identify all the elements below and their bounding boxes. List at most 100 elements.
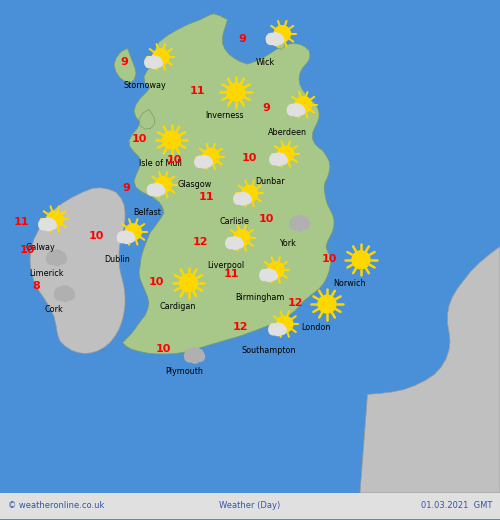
Circle shape [295, 221, 305, 231]
Circle shape [39, 219, 50, 229]
Circle shape [154, 59, 162, 67]
Text: 11: 11 [223, 269, 239, 279]
Circle shape [46, 219, 55, 228]
Circle shape [59, 286, 71, 297]
Circle shape [154, 185, 164, 193]
Text: Belfast: Belfast [134, 208, 162, 217]
Circle shape [54, 252, 66, 262]
Text: Southampton: Southampton [242, 346, 296, 355]
Text: 10: 10 [149, 277, 164, 287]
Circle shape [269, 272, 278, 280]
Circle shape [230, 241, 239, 250]
Circle shape [195, 352, 204, 361]
Circle shape [234, 230, 250, 246]
Text: Glasgow: Glasgow [178, 180, 212, 189]
Circle shape [122, 235, 130, 243]
Circle shape [260, 269, 270, 280]
Circle shape [185, 349, 198, 361]
Circle shape [273, 323, 282, 332]
Circle shape [294, 105, 304, 114]
Circle shape [60, 291, 70, 302]
Text: York: York [279, 239, 296, 248]
Text: 12: 12 [287, 298, 303, 308]
Circle shape [124, 232, 134, 241]
Circle shape [200, 160, 208, 168]
Circle shape [238, 197, 247, 205]
Circle shape [352, 251, 370, 269]
Circle shape [234, 193, 244, 204]
Circle shape [274, 157, 283, 165]
Text: 11: 11 [190, 86, 206, 96]
Circle shape [192, 349, 203, 360]
Circle shape [270, 154, 280, 164]
Text: 10: 10 [166, 155, 182, 165]
Circle shape [267, 270, 276, 279]
Circle shape [278, 326, 286, 334]
Circle shape [242, 186, 258, 202]
Polygon shape [360, 246, 500, 493]
Circle shape [152, 49, 169, 65]
Circle shape [55, 291, 64, 301]
Circle shape [274, 25, 290, 42]
Circle shape [260, 272, 268, 281]
Circle shape [152, 184, 161, 193]
Circle shape [180, 274, 198, 292]
Circle shape [152, 188, 160, 196]
Circle shape [276, 324, 285, 333]
Text: 10: 10 [259, 214, 274, 224]
Circle shape [270, 157, 278, 165]
Circle shape [296, 107, 305, 115]
Polygon shape [114, 48, 136, 83]
Text: 12: 12 [232, 322, 248, 332]
Text: Galway: Galway [25, 242, 55, 252]
Circle shape [145, 60, 154, 68]
Circle shape [51, 250, 63, 262]
Circle shape [274, 34, 282, 43]
Circle shape [271, 37, 280, 45]
Text: 12: 12 [192, 237, 208, 246]
Circle shape [122, 231, 131, 240]
Text: 9: 9 [122, 184, 130, 193]
Circle shape [162, 131, 180, 149]
Text: 8: 8 [32, 281, 40, 291]
Circle shape [195, 159, 203, 167]
Circle shape [155, 177, 172, 192]
Circle shape [235, 240, 244, 248]
Circle shape [149, 56, 158, 66]
Polygon shape [274, 40, 285, 49]
Text: 9: 9 [262, 103, 270, 113]
Circle shape [185, 353, 194, 362]
Text: Inverness: Inverness [206, 111, 244, 120]
Text: 10: 10 [89, 231, 104, 241]
Circle shape [276, 316, 293, 332]
Circle shape [233, 238, 242, 246]
Circle shape [238, 192, 248, 202]
Circle shape [48, 222, 56, 229]
Circle shape [274, 153, 283, 162]
Circle shape [44, 222, 52, 231]
Text: Stornoway: Stornoway [124, 81, 166, 90]
Circle shape [318, 295, 336, 313]
Polygon shape [139, 109, 155, 129]
Circle shape [199, 155, 208, 165]
Circle shape [47, 255, 56, 264]
Circle shape [264, 273, 273, 281]
Circle shape [292, 108, 300, 116]
Circle shape [118, 231, 128, 242]
Text: Dublin: Dublin [104, 255, 130, 264]
Circle shape [279, 156, 287, 164]
Circle shape [152, 57, 161, 66]
Circle shape [277, 154, 286, 163]
Text: Dunbar: Dunbar [255, 177, 285, 187]
Circle shape [43, 218, 52, 227]
Circle shape [145, 57, 156, 67]
Circle shape [298, 217, 308, 228]
Circle shape [189, 347, 201, 359]
Circle shape [150, 60, 158, 69]
Text: Limerick: Limerick [29, 269, 63, 278]
Circle shape [148, 184, 158, 195]
Circle shape [230, 237, 239, 246]
Text: London: London [302, 323, 330, 332]
Circle shape [294, 215, 306, 227]
Text: Isle of Mull: Isle of Mull [138, 159, 182, 168]
